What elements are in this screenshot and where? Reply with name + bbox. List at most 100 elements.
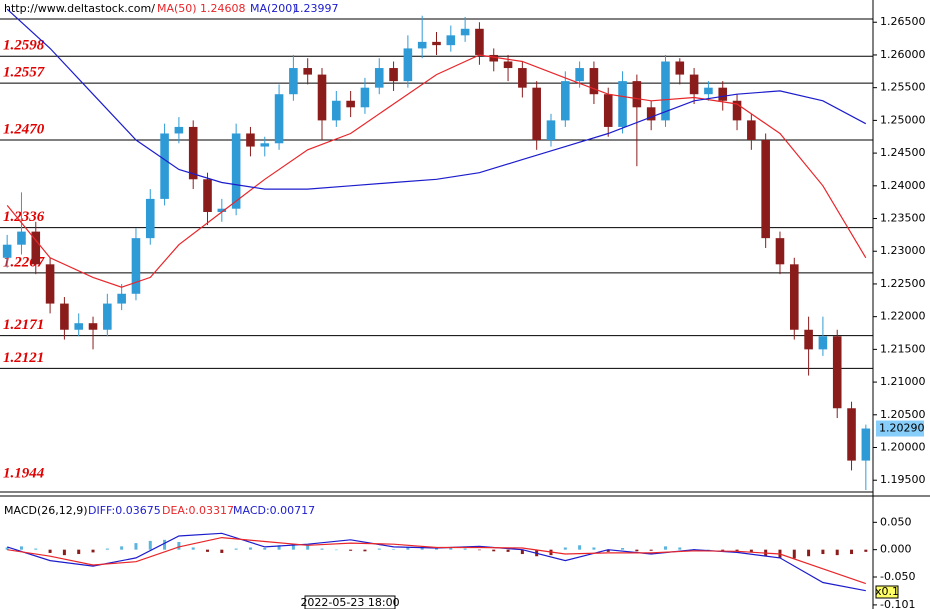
histogram-bar (291, 544, 295, 550)
histogram-bar (492, 549, 496, 552)
candle-body (260, 143, 270, 147)
candle-body (31, 231, 41, 265)
histogram-bar (449, 548, 453, 550)
y-tick-label: 0.050 (880, 515, 912, 528)
candle-body (188, 126, 198, 180)
y-tick-label: -0.050 (880, 570, 915, 583)
candle-body (374, 68, 384, 88)
candle-body (618, 81, 627, 127)
y-tick-label: 1.25000 (880, 113, 926, 126)
line-series (6, 8, 867, 190)
candle-body (246, 133, 255, 147)
level-label: 1.2470 (3, 121, 45, 137)
y-tick-label: 1.25500 (880, 81, 926, 94)
histogram-bar (120, 546, 124, 550)
candle-body (332, 100, 341, 121)
histogram-bar (792, 549, 796, 559)
candle-body (718, 87, 728, 101)
scale-label: x0.1 (875, 585, 899, 598)
time-label-box (304, 595, 396, 609)
histogram-bar (392, 549, 396, 550)
y-tick-label: -0.101 (880, 598, 915, 609)
histogram-bar (19, 546, 23, 550)
candle-body (460, 28, 470, 36)
histogram-bar (406, 547, 410, 550)
dea-legend: DEA:0.03317 (162, 504, 234, 517)
candle-body (274, 94, 284, 144)
histogram-bar (62, 549, 66, 556)
y-tick-label: 1.26500 (880, 15, 926, 28)
histogram-bar (706, 549, 710, 551)
y-tick-label: 1.21500 (880, 342, 926, 355)
histogram-bar (477, 549, 481, 551)
candle-body (503, 61, 513, 69)
candle-body (732, 100, 742, 121)
histogram-bar (34, 548, 38, 550)
candle-body (747, 120, 756, 141)
ma200-value: 1.23997 (293, 2, 339, 15)
y-tick-label: 1.19500 (880, 473, 926, 486)
candle-body (818, 336, 828, 350)
histogram-bar (206, 549, 210, 552)
histogram-bar (177, 542, 181, 550)
y-tick-label: 1.23500 (880, 212, 926, 225)
histogram-bar (721, 549, 725, 551)
histogram-bar (105, 548, 109, 550)
histogram-bar (134, 543, 138, 550)
candle-body (675, 61, 685, 75)
histogram-bar (163, 539, 167, 550)
histogram-bar (821, 549, 825, 555)
histogram-bar (850, 549, 854, 555)
histogram-bar (678, 547, 682, 550)
candle-body (117, 293, 126, 304)
y-tick-label: 1.22500 (880, 277, 926, 290)
y-tick-label: 1.20500 (880, 408, 926, 421)
histogram-bar (220, 549, 224, 553)
level-label: 1.2121 (3, 350, 44, 366)
candle-body (145, 198, 155, 239)
diff-legend: DIFF:0.03675 (88, 504, 161, 517)
candle-body (317, 74, 327, 121)
histogram-bar (277, 545, 281, 550)
histogram-bar (649, 549, 653, 551)
histogram-bar (306, 545, 310, 550)
candle-body (389, 68, 398, 82)
histogram-bar (48, 549, 52, 553)
candle-body (203, 179, 212, 212)
y-tick-label: 1.20000 (880, 441, 926, 454)
histogram-bar (363, 549, 367, 552)
candle-body (360, 87, 370, 108)
level-label: 1.2171 (3, 317, 44, 333)
candle-body (403, 48, 413, 82)
histogram-bar (320, 548, 324, 550)
histogram-bar (5, 547, 9, 550)
last-price-box (876, 420, 924, 437)
histogram-bar (248, 547, 252, 550)
histogram-bar (334, 549, 338, 551)
histogram-bar (91, 549, 95, 553)
candle-body (775, 238, 785, 265)
candle-body (489, 54, 499, 62)
histogram-bar (635, 549, 639, 552)
time-label: 2022-05-23 18:00 (300, 596, 399, 609)
y-tick-label: 0.000 (880, 543, 912, 556)
level-label: 1.2598 (3, 38, 45, 54)
candle-body (217, 208, 227, 212)
histogram-bar (148, 540, 152, 550)
candle-body (561, 81, 570, 121)
histogram-bar (520, 549, 524, 555)
last-price-label: 1.20290 (879, 422, 925, 435)
candle-body (603, 94, 613, 127)
candle-body (532, 87, 541, 141)
site-url: http://www.deltastock.com/ (4, 2, 155, 15)
histogram-bar (349, 549, 353, 551)
histogram-bar (77, 549, 81, 555)
candle-body (446, 35, 456, 46)
line-series (7, 536, 866, 585)
candle-body (575, 68, 584, 82)
candle-body (804, 329, 813, 350)
histogram-bar (563, 547, 567, 550)
candle-body (417, 41, 427, 49)
histogram-bar (735, 549, 739, 552)
